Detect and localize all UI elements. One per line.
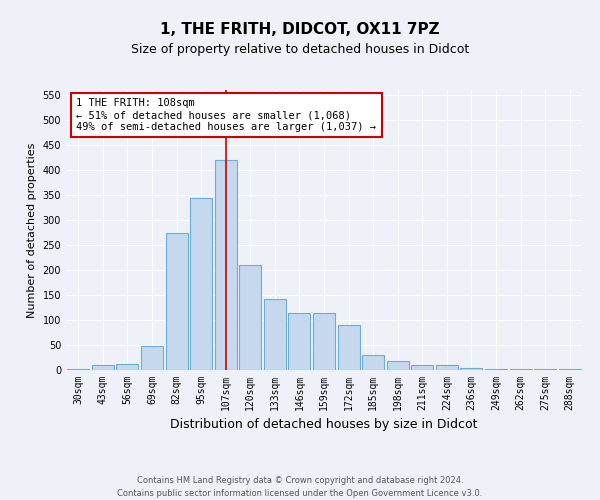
Bar [215, 160, 237, 370]
Bar [338, 325, 359, 370]
Bar [313, 312, 335, 370]
Bar [141, 346, 163, 370]
Bar [190, 198, 212, 370]
Bar [386, 361, 409, 370]
Bar [436, 365, 458, 370]
Text: 1 THE FRITH: 108sqm
← 51% of detached houses are smaller (1,068)
49% of semi-det: 1 THE FRITH: 108sqm ← 51% of detached ho… [76, 98, 376, 132]
Bar [411, 365, 433, 370]
Text: Contains HM Land Registry data © Crown copyright and database right 2024.
Contai: Contains HM Land Registry data © Crown c… [118, 476, 482, 498]
Text: Size of property relative to detached houses in Didcot: Size of property relative to detached ho… [131, 42, 469, 56]
Bar [534, 368, 556, 370]
Bar [166, 232, 188, 370]
X-axis label: Distribution of detached houses by size in Didcot: Distribution of detached houses by size … [170, 418, 478, 432]
Bar [460, 368, 482, 370]
Bar [509, 368, 532, 370]
Bar [116, 364, 139, 370]
Bar [362, 355, 384, 370]
Bar [92, 365, 114, 370]
Bar [289, 312, 310, 370]
Bar [67, 368, 89, 370]
Bar [239, 265, 262, 370]
Y-axis label: Number of detached properties: Number of detached properties [27, 142, 37, 318]
Bar [264, 298, 286, 370]
Bar [559, 368, 581, 370]
Text: 1, THE FRITH, DIDCOT, OX11 7PZ: 1, THE FRITH, DIDCOT, OX11 7PZ [160, 22, 440, 38]
Bar [485, 368, 507, 370]
